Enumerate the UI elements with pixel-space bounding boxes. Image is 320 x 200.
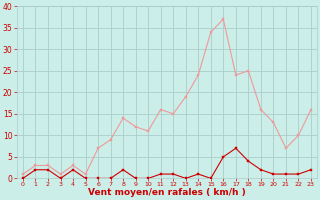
X-axis label: Vent moyen/en rafales ( km/h ): Vent moyen/en rafales ( km/h ) (88, 188, 246, 197)
